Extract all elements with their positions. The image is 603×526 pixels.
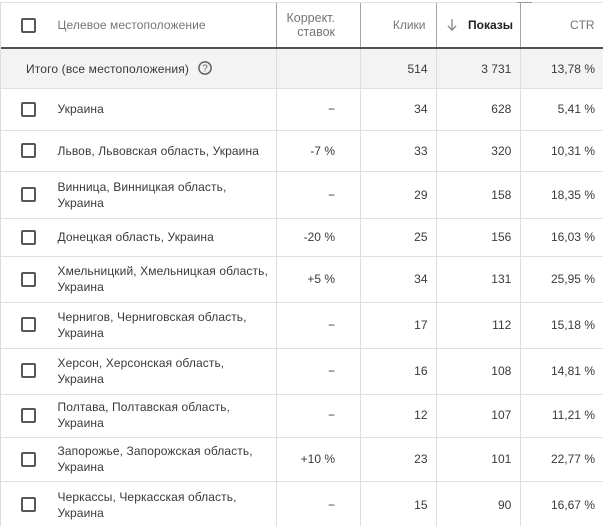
svg-text:?: ? (202, 63, 208, 74)
